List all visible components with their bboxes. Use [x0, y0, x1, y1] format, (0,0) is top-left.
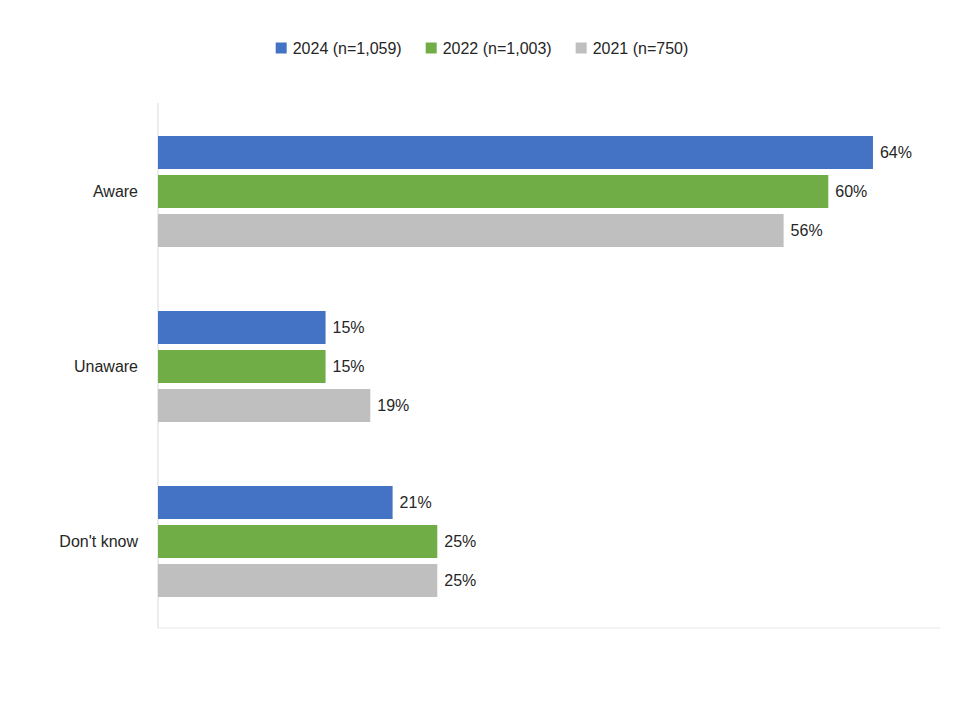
bar [158, 311, 326, 344]
bar [158, 525, 437, 558]
bar [158, 214, 784, 247]
data-label: 60% [835, 183, 867, 200]
data-label: 25% [444, 533, 476, 550]
bars [158, 136, 873, 597]
legend-label: 2021 (n=750) [593, 40, 689, 57]
bar [158, 389, 370, 422]
legend-swatch [576, 43, 587, 54]
legend: 2024 (n=1,059) 2022 (n=1,003) 2021 (n=750) [276, 40, 689, 57]
data-label: 56% [791, 222, 823, 239]
legend-item: 2024 (n=1,059) [276, 40, 402, 57]
data-label: 19% [377, 397, 409, 414]
legend-label: 2024 (n=1,059) [293, 40, 402, 57]
chart-root: 64% 60% 56% 15% 15% 19% 21% 25% 25% Aware Unaware D… [0, 0, 960, 720]
background [0, 0, 960, 720]
category-label: Don't know [59, 533, 138, 550]
category-label: Aware [93, 183, 138, 200]
legend-swatch [276, 43, 287, 54]
legend-item: 2022 (n=1,003) [426, 40, 552, 57]
legend-label: 2022 (n=1,003) [443, 40, 552, 57]
bar [158, 136, 873, 169]
data-labels: 64% 60% 56% 15% 15% 19% 21% 25% 25% [333, 144, 912, 589]
data-label: 25% [444, 572, 476, 589]
bar [158, 564, 437, 597]
bar [158, 350, 326, 383]
data-label: 15% [333, 358, 365, 375]
data-label: 64% [880, 144, 912, 161]
category-label: Unaware [74, 358, 138, 375]
value-axis-line [158, 628, 940, 629]
legend-swatch [426, 43, 437, 54]
data-label: 15% [333, 319, 365, 336]
legend-item: 2021 (n=750) [576, 40, 689, 57]
chart: 64% 60% 56% 15% 15% 19% 21% 25% 25% Aware Unaware D… [0, 0, 960, 720]
data-label: 21% [400, 494, 432, 511]
bar [158, 175, 828, 208]
bar [158, 486, 393, 519]
